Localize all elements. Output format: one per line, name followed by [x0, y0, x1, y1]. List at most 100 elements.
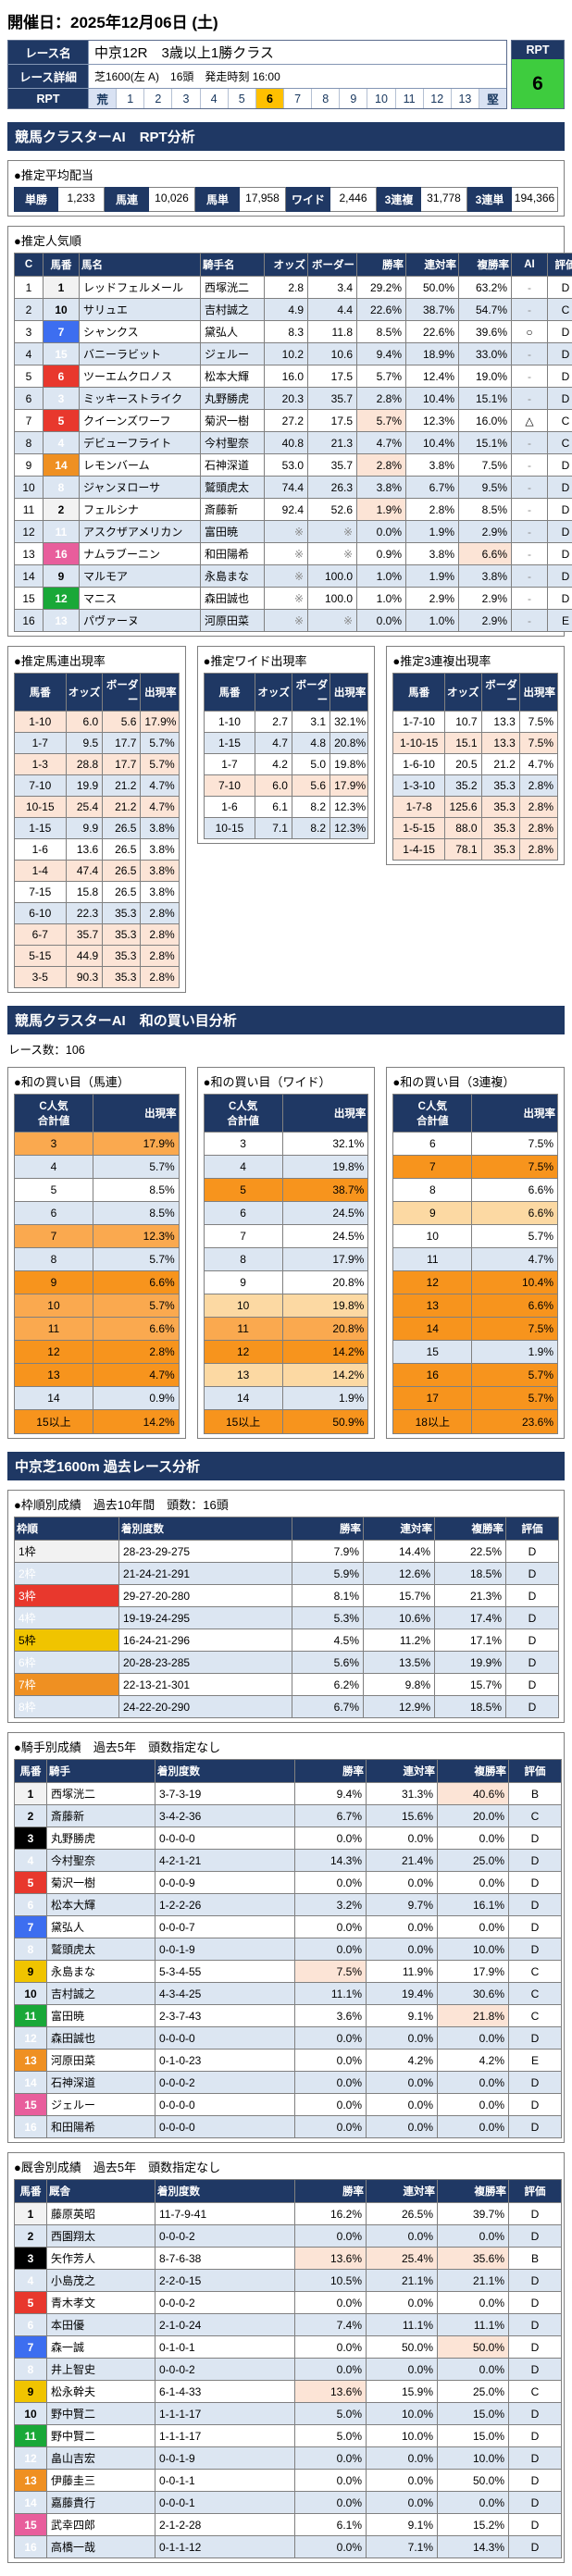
payout-type-label: 3連複: [377, 187, 421, 212]
popularity-ai-cell: -: [512, 521, 548, 543]
umaren-occurrence-rate-cell: 2.8%: [141, 924, 179, 946]
popularity-border-cell: 21.3: [308, 432, 357, 454]
trainer-results-name-cell: 本田優: [47, 2314, 155, 2336]
estimated-payout-label: ●推定平均配当: [14, 166, 558, 183]
wide-occurrence-odds-cell: 4.2: [255, 754, 292, 775]
trainer-results-eval-cell: D: [509, 2359, 562, 2381]
column-header: 馬番: [15, 674, 67, 712]
jockey-results-fuku-cell: 0.0%: [438, 1827, 509, 1850]
column-header: ボーダー: [292, 674, 330, 712]
trainer-results-ren-cell: 0.0%: [367, 2447, 438, 2470]
jockey-results-win-cell: 0.0%: [295, 2116, 367, 2138]
waku-results-eval-cell: D: [506, 1629, 559, 1652]
wa-sanrenpuku-sum-cell: 9: [393, 1202, 472, 1225]
column-header: 馬番: [44, 254, 80, 277]
sanrenpuku-occurrence-rate-cell: 2.8%: [519, 775, 557, 797]
jockey-results-ren-cell: 0.0%: [367, 2094, 438, 2116]
trainer-results-eval-cell: D: [509, 2447, 562, 2470]
wa-umaren-label: ●和の買い目（馬連）: [14, 1072, 180, 1090]
popularity-border-cell: 11.8: [308, 321, 357, 343]
waku-results-rec-cell: 21-24-21-291: [119, 1563, 292, 1585]
jockey-results-win-cell: 6.7%: [295, 1805, 367, 1827]
popularity-odds-cell: ※: [265, 588, 308, 610]
trainer-results-rec-cell: 0-0-0-2: [155, 2359, 295, 2381]
wa-umaren-sum-cell: 15以上: [15, 1410, 93, 1434]
popularity-c-cell: 10: [15, 477, 44, 499]
umaren-occurrence-rate-cell: 4.7%: [141, 797, 179, 818]
waku-results-fuku-cell: 17.4%: [435, 1607, 506, 1629]
jockey-results-eval-cell: D: [509, 2027, 562, 2050]
jockey-results-name-cell: 菊沢一樹: [47, 1872, 155, 1894]
wa-sanrenpuku-rate-cell: 6.6%: [472, 1179, 558, 1202]
trainer-results-fuku-cell: 0.0%: [438, 2492, 509, 2514]
popularity-ren-cell: 2.9%: [406, 588, 459, 610]
popularity-border-cell: 100.0: [308, 588, 357, 610]
wa-wide-sum-cell: 10: [204, 1294, 282, 1318]
umaren-occurrence-border-cell: 26.5: [103, 861, 141, 882]
popularity-win-cell: 5.7%: [357, 410, 406, 432]
popularity-ai-cell: -: [512, 388, 548, 410]
column-header: オッズ: [444, 674, 481, 712]
column-header: 馬番: [393, 674, 445, 712]
column-header: 出現率: [330, 674, 368, 712]
trainer-results-rec-cell: 0-0-1-1: [155, 2470, 295, 2492]
waku-results-win-cell: 5.9%: [292, 1563, 364, 1585]
jockey-results-win-cell: 0.0%: [295, 1872, 367, 1894]
trainer-results-name-cell: 井上智史: [47, 2359, 155, 2381]
jockey-results-eval-cell: B: [509, 1783, 562, 1805]
popularity-num-cell: 7: [44, 321, 80, 343]
column-header: 出現率: [519, 674, 557, 712]
column-header: 勝率: [295, 1760, 367, 1783]
trainer-results-eval-cell: B: [509, 2248, 562, 2270]
wide-occurrence-odds-cell: 6.0: [255, 775, 292, 797]
popularity-num-cell: 13: [44, 610, 80, 632]
wa-umaren-rate-cell: 0.9%: [93, 1387, 179, 1410]
umaren-occurrence-odds-cell: 15.8: [66, 882, 103, 903]
umaren-occurrence-odds-cell: 25.4: [66, 797, 103, 818]
trainer-results-name-cell: 青木孝文: [47, 2292, 155, 2314]
jockey-results-rec-cell: 0-1-0-23: [155, 2050, 295, 2072]
umaren-occurrence-odds-cell: 22.3: [66, 903, 103, 924]
jockey-results-ren-cell: 0.0%: [367, 2116, 438, 2138]
rpt-scale-cell: 2: [144, 89, 172, 108]
jockey-results-win-cell: 0.0%: [295, 2027, 367, 2050]
jockey-results-eval-cell: D: [509, 2072, 562, 2094]
popularity-fuku-cell: 6.6%: [459, 543, 512, 565]
trainer-results-num-cell: 1: [15, 2203, 47, 2225]
popularity-name-cell: レモンバーム: [80, 454, 201, 477]
column-header: オッズ: [66, 674, 103, 712]
trainer-results-fuku-cell: 35.6%: [438, 2248, 509, 2270]
trainer-results-rec-cell: 1-1-1-17: [155, 2403, 295, 2425]
trainer-results-ren-cell: 50.0%: [367, 2336, 438, 2359]
section-title-rpt-analysis: 競馬クラスターAI RPT分析: [7, 122, 565, 151]
popularity-c-cell: 5: [15, 365, 44, 388]
header-row: 馬番オッズボーダー出現率: [393, 674, 558, 712]
popularity-win-cell: 0.0%: [357, 521, 406, 543]
trainer-results-fuku-cell: 50.0%: [438, 2336, 509, 2359]
sanrenpuku-occurrence-odds-cell: 10.7: [444, 712, 481, 733]
trainer-results-fuku-cell: 10.0%: [438, 2447, 509, 2470]
